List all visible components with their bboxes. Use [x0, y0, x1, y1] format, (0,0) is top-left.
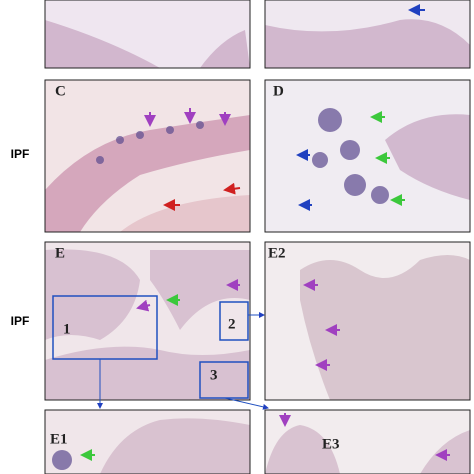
- panel-e2: E2: [264, 241, 471, 401]
- panel-label: E3: [322, 436, 340, 452]
- panel-e: E 1 2 3: [44, 241, 251, 401]
- panel-top-left: [44, 0, 251, 69]
- panel-d: D: [264, 79, 471, 233]
- panel-e1: E1: [44, 409, 251, 474]
- inset-label: 1: [63, 321, 71, 337]
- panel-e3: E3: [264, 409, 471, 474]
- panel-label: C: [55, 83, 66, 99]
- row-label: IPF: [11, 314, 30, 328]
- panel-label: D: [273, 83, 284, 99]
- panel-label: E: [55, 245, 65, 261]
- panel-label: E2: [268, 245, 286, 261]
- panel-top-right: [264, 0, 471, 69]
- panel-label: E1: [50, 431, 68, 447]
- row-label: IPF: [11, 147, 30, 161]
- inset-label: 3: [210, 367, 218, 383]
- panel-c: C: [44, 79, 251, 233]
- inset-label: 2: [228, 316, 236, 332]
